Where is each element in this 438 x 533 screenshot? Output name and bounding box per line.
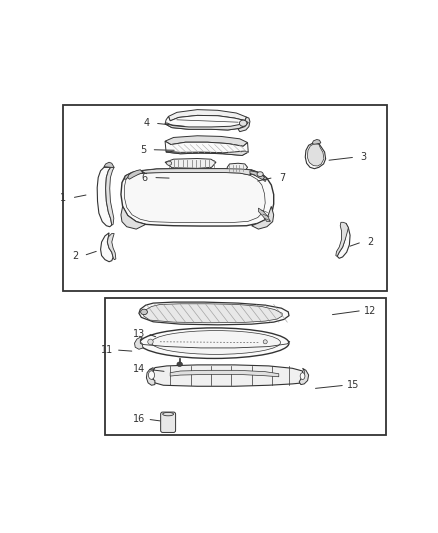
Polygon shape: [165, 123, 246, 130]
Ellipse shape: [166, 161, 172, 165]
Bar: [63, 104, 387, 291]
Polygon shape: [121, 168, 274, 226]
Polygon shape: [146, 368, 155, 385]
Polygon shape: [165, 136, 247, 146]
Text: 1: 1: [60, 193, 66, 203]
Ellipse shape: [152, 330, 280, 354]
Polygon shape: [166, 151, 248, 156]
Circle shape: [263, 340, 267, 344]
Text: 16: 16: [133, 414, 145, 424]
Polygon shape: [250, 170, 267, 182]
Polygon shape: [165, 141, 248, 156]
Text: 6: 6: [141, 173, 148, 182]
Polygon shape: [107, 233, 116, 260]
Text: 5: 5: [140, 144, 146, 155]
Polygon shape: [124, 172, 265, 223]
Text: 15: 15: [347, 380, 360, 390]
Text: 2: 2: [72, 251, 78, 261]
Polygon shape: [153, 365, 303, 386]
Ellipse shape: [240, 120, 247, 126]
Polygon shape: [104, 162, 114, 167]
Text: 11: 11: [101, 345, 113, 355]
Polygon shape: [134, 337, 143, 349]
Text: 13: 13: [133, 329, 145, 338]
Polygon shape: [97, 167, 112, 227]
FancyBboxPatch shape: [161, 412, 176, 432]
Polygon shape: [336, 222, 348, 256]
Bar: [105, 298, 386, 435]
Text: 4: 4: [143, 118, 149, 128]
Text: 12: 12: [364, 305, 377, 316]
Text: 14: 14: [133, 364, 145, 374]
Polygon shape: [165, 115, 246, 130]
Polygon shape: [307, 143, 324, 166]
Polygon shape: [251, 206, 274, 229]
Circle shape: [148, 339, 153, 344]
Polygon shape: [305, 143, 325, 168]
Polygon shape: [165, 158, 216, 168]
Ellipse shape: [141, 309, 148, 314]
Polygon shape: [312, 140, 321, 144]
Polygon shape: [121, 206, 146, 229]
Polygon shape: [124, 171, 145, 179]
Polygon shape: [250, 171, 265, 180]
Ellipse shape: [177, 362, 182, 366]
Polygon shape: [144, 304, 282, 323]
Polygon shape: [238, 117, 250, 132]
Polygon shape: [141, 168, 251, 175]
Polygon shape: [258, 208, 270, 222]
Polygon shape: [337, 223, 350, 259]
Polygon shape: [101, 233, 113, 262]
Text: 2: 2: [367, 237, 374, 247]
Text: 7: 7: [279, 173, 285, 182]
Polygon shape: [299, 368, 309, 385]
Text: 3: 3: [360, 152, 367, 162]
Ellipse shape: [300, 373, 305, 379]
Polygon shape: [227, 163, 247, 172]
Ellipse shape: [140, 328, 289, 358]
Polygon shape: [139, 302, 289, 325]
Polygon shape: [128, 169, 143, 179]
Ellipse shape: [257, 172, 263, 176]
Ellipse shape: [162, 413, 173, 416]
Polygon shape: [169, 110, 247, 121]
Polygon shape: [106, 167, 114, 225]
Polygon shape: [170, 370, 279, 377]
Ellipse shape: [148, 371, 155, 379]
